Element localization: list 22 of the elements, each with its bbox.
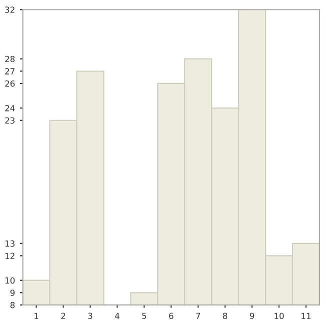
x-tick-label: 11 xyxy=(302,312,311,319)
x-tick-label: 9 xyxy=(250,312,254,320)
x-tick-label: 10 xyxy=(274,312,284,320)
y-tick-label: 28 xyxy=(5,56,15,62)
x-tick-label: 1 xyxy=(34,312,38,319)
y-tick-label: 24 xyxy=(5,105,15,112)
x-tick-label: 7 xyxy=(196,312,200,319)
y-tick-label: 12 xyxy=(5,252,14,259)
y-tick-label: 9 xyxy=(10,290,15,296)
y-tick-label: 13 xyxy=(5,240,15,247)
x-tick-label: 2 xyxy=(61,312,66,319)
x-tick-label: 3 xyxy=(88,312,92,320)
x-tick-label: 6 xyxy=(169,312,174,320)
y-tick-label: 23 xyxy=(5,117,15,124)
x-tick-label: 8 xyxy=(223,312,228,320)
x-tick-label: 5 xyxy=(142,312,146,320)
y-tick-label: 32 xyxy=(5,6,14,13)
y-tick-label: 27 xyxy=(5,68,14,74)
y-tick-label: 8 xyxy=(10,302,15,308)
x-tick-label: 4 xyxy=(114,312,120,319)
y-tick-label: 10 xyxy=(5,277,15,284)
y-tick-label: 26 xyxy=(5,80,15,87)
